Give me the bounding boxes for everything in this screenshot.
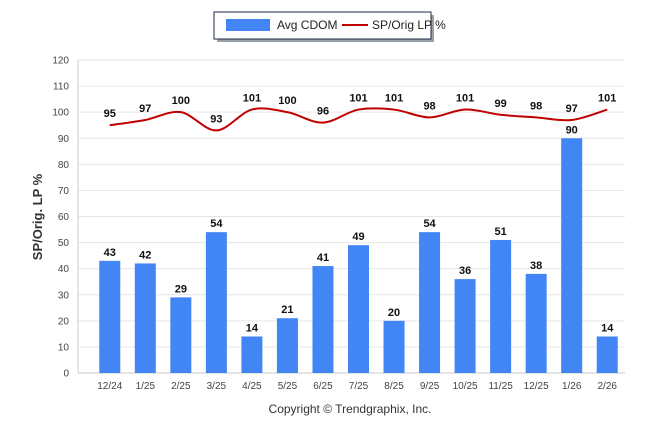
bar <box>170 297 192 373</box>
line-value-label: 101 <box>385 93 403 105</box>
x-tick-label: 6/25 <box>313 381 333 392</box>
x-tick-label: 1/26 <box>562 381 582 392</box>
bar-value-label: 29 <box>175 283 187 295</box>
bar <box>561 138 583 373</box>
y-tick-label: 40 <box>58 264 70 275</box>
bar-data-labels: 43 42 29 54 14 21 41 49 20 54 36 51 38 90 14 <box>104 124 615 334</box>
line-value-label: 95 <box>104 108 116 120</box>
y-tick-label: 90 <box>58 134 70 145</box>
x-tick-label: 5/25 <box>278 381 298 392</box>
bar-value-label: 42 <box>139 249 151 261</box>
line-path <box>109 107 608 132</box>
y-tick-label: 30 <box>58 290 70 301</box>
y-tick-label: 10 <box>58 342 70 353</box>
y-tick-label: 20 <box>58 316 70 327</box>
legend: Avg CDOM SP/Orig LP % <box>213 11 446 42</box>
x-tick-label: 8/25 <box>384 381 404 392</box>
bar-value-label: 54 <box>423 218 436 230</box>
y-tick-label: 50 <box>58 238 70 249</box>
x-tick-label: 9/25 <box>420 381 440 392</box>
line-value-label: 99 <box>495 98 507 110</box>
bar <box>348 245 369 373</box>
legend-label-line: SP/Orig LP % <box>372 18 446 32</box>
x-tick-label: 12/24 <box>97 381 122 392</box>
bar-series <box>99 138 618 373</box>
bar-value-label: 38 <box>530 260 542 272</box>
bar <box>419 232 441 373</box>
bar-value-label: 21 <box>281 304 293 316</box>
copyright-text: Copyright © Trendgraphix, Inc. <box>269 402 432 416</box>
y-tick-label: 110 <box>53 82 69 93</box>
bar <box>205 232 227 373</box>
y-axis-label: SP/Orig. LP % <box>30 173 45 260</box>
bar <box>241 336 263 373</box>
line-value-label: 100 <box>278 95 296 107</box>
line-value-label: 101 <box>598 93 616 105</box>
y-axis-ticks: 0 10 20 30 40 50 60 70 80 90 100 110 120 <box>52 56 69 380</box>
line-data-labels: 95 97 100 93 101 100 96 101 101 98 101 99 98 97 101 <box>104 93 617 126</box>
x-tick-label: 12/25 <box>524 381 549 392</box>
line-value-label: 98 <box>530 100 542 112</box>
bar-value-label: 51 <box>495 226 507 238</box>
line-value-label: 101 <box>456 93 474 105</box>
y-tick-label: 120 <box>52 56 69 67</box>
bar <box>596 336 618 373</box>
x-tick-label: 10/25 <box>453 381 478 392</box>
x-tick-label: 4/25 <box>242 381 262 392</box>
line-value-label: 101 <box>349 93 367 105</box>
x-tick-label: 1/25 <box>136 381 156 392</box>
line-value-label: 98 <box>423 100 435 112</box>
y-tick-label: 70 <box>58 186 70 197</box>
y-tick-label: 80 <box>58 160 70 171</box>
legend-label-bar: Avg CDOM <box>277 18 337 32</box>
bar-value-label: 54 <box>210 218 223 230</box>
bar-value-label: 90 <box>566 124 578 136</box>
line-value-label: 101 <box>243 93 261 105</box>
x-tick-label: 2/25 <box>171 381 191 392</box>
y-tick-label: 0 <box>63 369 69 380</box>
bar-value-label: 49 <box>352 231 364 243</box>
bar <box>134 263 156 373</box>
bar <box>312 266 334 373</box>
y-tick-label: 60 <box>58 212 70 223</box>
bar-value-label: 14 <box>246 322 259 334</box>
bar <box>276 318 298 373</box>
x-tick-label: 11/25 <box>488 381 513 392</box>
line-value-label: 100 <box>172 95 190 107</box>
bar <box>525 273 547 373</box>
bar-value-label: 20 <box>388 307 400 319</box>
line-value-label: 96 <box>317 106 329 118</box>
x-tick-label: 2/26 <box>597 381 617 392</box>
x-axis-ticks: 12/24 1/25 2/25 3/25 4/25 5/25 6/25 7/25 8/25 9/2… <box>97 381 617 392</box>
line-series <box>109 107 608 132</box>
bar <box>383 320 405 373</box>
x-tick-label: 7/25 <box>349 381 369 392</box>
bar-value-label: 41 <box>317 252 329 264</box>
bar-value-label: 43 <box>104 247 116 259</box>
bar <box>454 279 476 373</box>
bar <box>99 260 121 373</box>
line-value-label: 93 <box>210 113 222 125</box>
legend-swatch-bar <box>226 19 270 31</box>
line-value-label: 97 <box>139 103 151 115</box>
x-tick-label: 3/25 <box>207 381 227 392</box>
line-value-label: 97 <box>566 103 578 115</box>
y-tick-label: 100 <box>52 108 69 119</box>
bar-value-label: 36 <box>459 265 471 277</box>
bar-value-label: 14 <box>601 322 614 334</box>
bar <box>490 239 512 373</box>
